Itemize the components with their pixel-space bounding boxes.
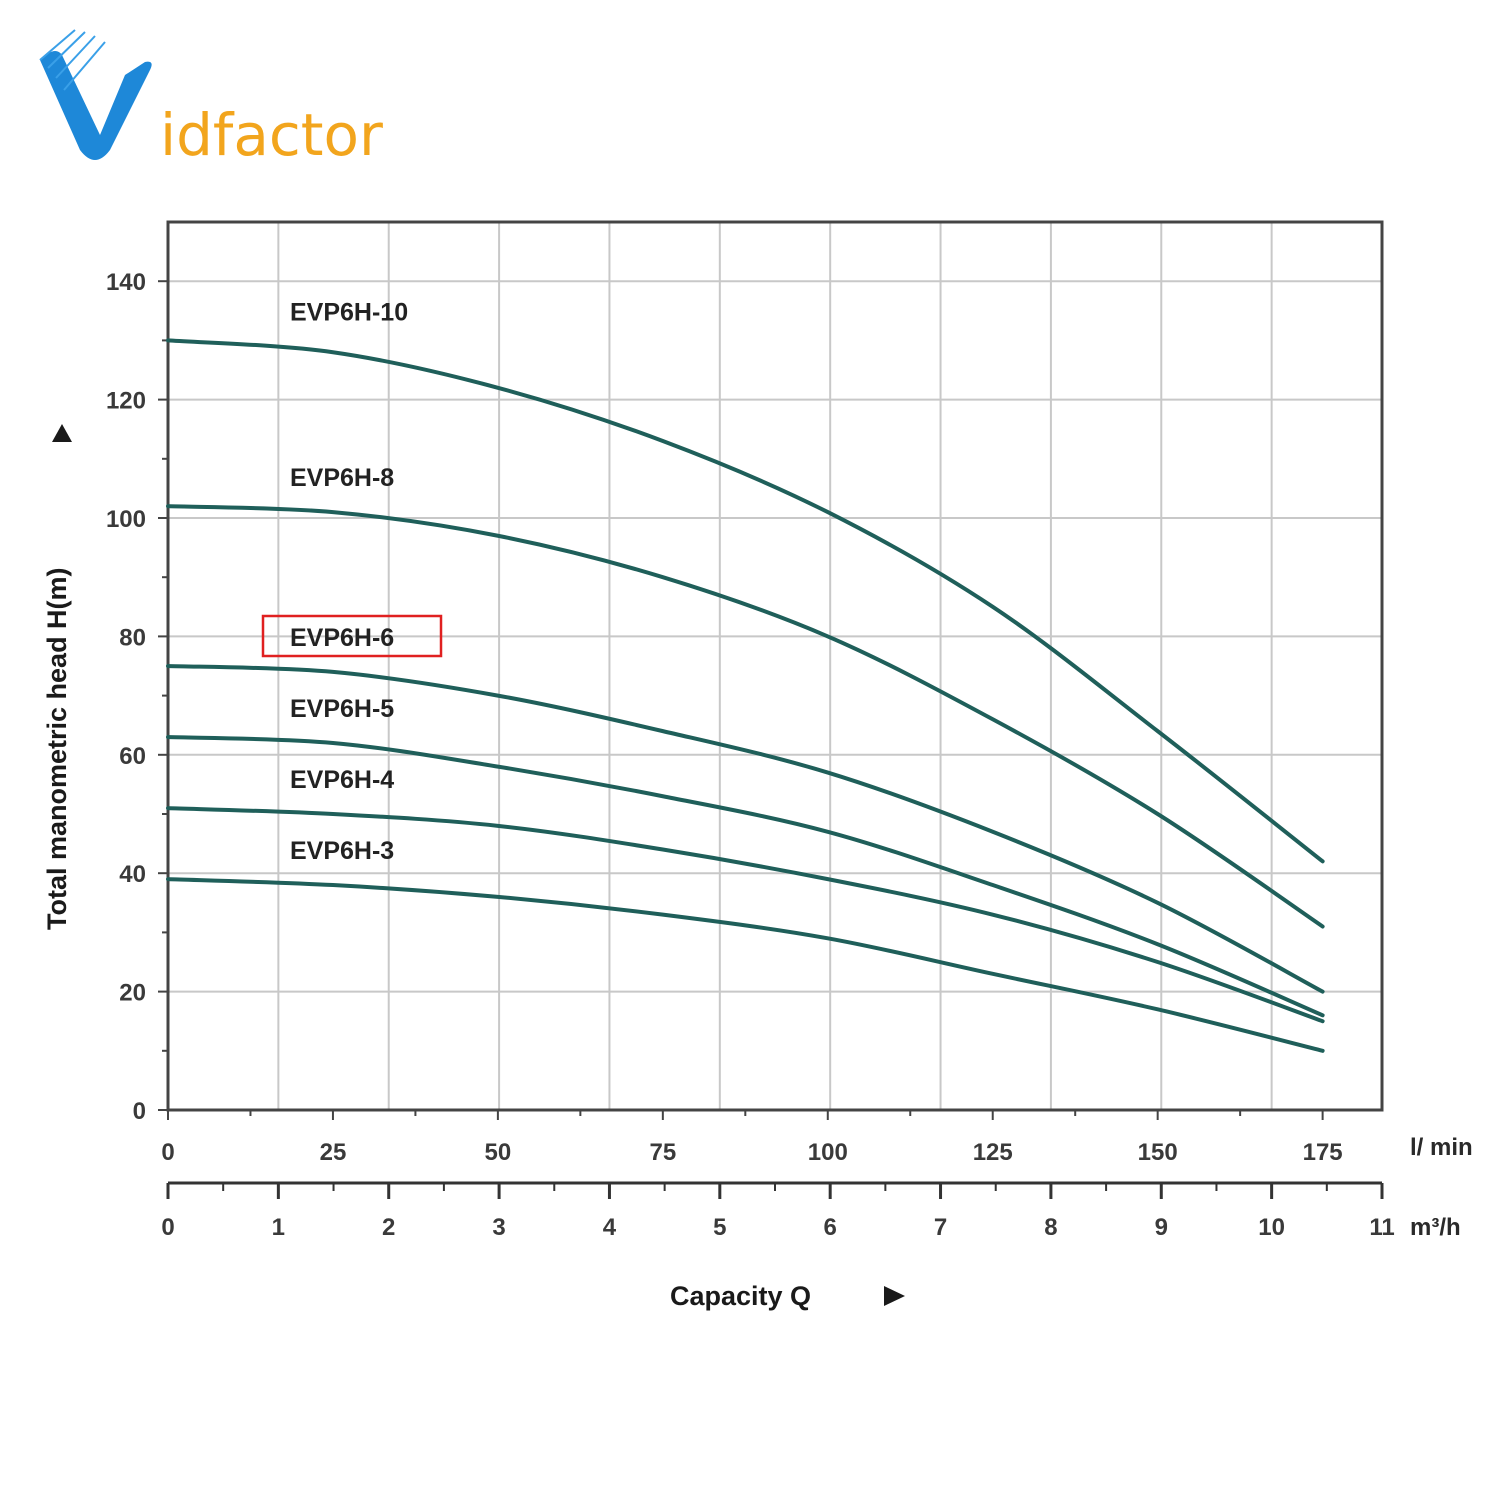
m3h-tick-label: 1: [272, 1214, 285, 1241]
y-axis-label: Total manometric head H(m): [42, 567, 72, 930]
m3h-tick-label: 3: [492, 1214, 505, 1241]
x-tick-label: 50: [485, 1139, 512, 1166]
x-tick-label: 125: [973, 1139, 1013, 1166]
y-tick-label: 120: [106, 388, 146, 415]
x-unit-primary: l/ min: [1410, 1134, 1473, 1161]
x-tick-label: 150: [1138, 1139, 1178, 1166]
x-tick-label: 175: [1303, 1139, 1343, 1166]
x-axis-label: Capacity Q: [670, 1281, 811, 1311]
m3h-tick-label: 8: [1044, 1214, 1057, 1241]
x-axis-m3h: 0 1 2 3 4 5 6 7 8 9 10 11: [161, 1181, 1395, 1241]
y-tick-label: 60: [119, 743, 146, 770]
y-tick-label: 40: [119, 861, 146, 888]
curve-evp6h-5: [166, 735, 1325, 1018]
curve-evp6h-6: [166, 664, 1325, 994]
logo-wing-strokes: [39, 29, 106, 91]
curve-evp6h-8: [166, 504, 1325, 929]
m3h-tick-label: 9: [1155, 1214, 1168, 1241]
performance-curves: [166, 338, 1325, 1053]
y-tick-label: 80: [119, 624, 146, 651]
series-labels: EVP6H-10 EVP6H-8 EVP6H-6 EVP6H-5 EVP6H-4 EVP6…: [290, 298, 408, 865]
m3h-tick-label: 2: [382, 1214, 395, 1241]
x-unit-secondary: m³/h: [1410, 1214, 1461, 1241]
x-axis-ticks-lmin: 0 25 50 75 100 125 150 175: [161, 1110, 1343, 1166]
series-label-evp6h-5: EVP6H-5: [290, 695, 394, 723]
m3h-tick-label: 0: [161, 1214, 174, 1241]
m3h-tick-label: 4: [603, 1214, 617, 1241]
logo-text: idfactor: [160, 101, 383, 169]
curve-evp6h-10: [166, 338, 1325, 864]
series-label-evp6h-3: EVP6H-3: [290, 837, 394, 865]
y-tick-label: 140: [106, 269, 146, 296]
series-label-evp6h-8: EVP6H-8: [290, 464, 394, 492]
m3h-tick-label: 7: [934, 1214, 947, 1241]
y-tick-label: 20: [119, 980, 146, 1007]
m3h-tick-label: 5: [713, 1214, 726, 1241]
y-axis-ticks: 0 20 40 60 80 100 120 140: [106, 269, 168, 1125]
y-tick-label: 0: [133, 1098, 146, 1125]
curve-evp6h-4: [166, 806, 1325, 1024]
m3h-tick-label: 10: [1258, 1214, 1285, 1241]
highlight-box: [261, 614, 443, 658]
curve-evp6h-3: [166, 877, 1325, 1053]
m3h-tick-label: 11: [1369, 1214, 1394, 1241]
series-label-evp6h-4: EVP6H-4: [290, 766, 394, 794]
x-axis-arrow-icon: [884, 1286, 905, 1306]
x-tick-label: 100: [808, 1139, 848, 1166]
vidfactor-logo: idfactor: [39, 29, 383, 169]
series-label-evp6h-6: EVP6H-6: [290, 624, 394, 652]
logo-v-mark: [40, 51, 152, 160]
y-tick-label: 100: [106, 506, 146, 533]
x-tick-label: 0: [161, 1139, 174, 1166]
x-tick-label: 75: [649, 1139, 676, 1166]
x-tick-label: 25: [320, 1139, 347, 1166]
series-label-evp6h-10: EVP6H-10: [290, 298, 408, 326]
y-axis-arrow-icon: [52, 424, 72, 442]
m3h-tick-label: 6: [824, 1214, 837, 1241]
